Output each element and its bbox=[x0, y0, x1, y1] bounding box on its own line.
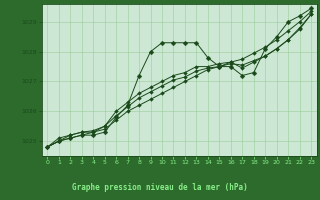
Text: Graphe pression niveau de la mer (hPa): Graphe pression niveau de la mer (hPa) bbox=[72, 184, 248, 192]
